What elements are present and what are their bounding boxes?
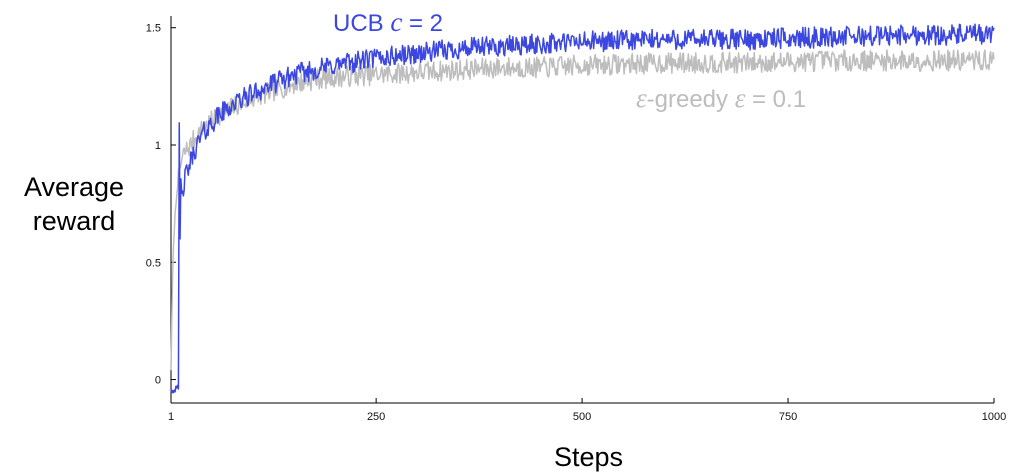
y-tick-label: 0.5 xyxy=(146,257,161,269)
x-tick-label: 1 xyxy=(168,411,174,423)
y-tick-label: 1.5 xyxy=(146,23,161,35)
series-label-epsilon-greedy: ε-greedy ε = 0.1 xyxy=(636,83,806,113)
series-line xyxy=(170,23,995,394)
x-axis-title: Steps xyxy=(554,442,623,472)
y-tick-label: 0 xyxy=(155,375,161,387)
x-tick-label: 250 xyxy=(367,411,385,423)
series-1 xyxy=(170,23,995,394)
labels-group: Steps Average reward ε-greedy ε = 0.1 UCB c … xyxy=(24,7,806,472)
axes: 0 0.5 1 1.5 1 250 500 750 1000 xyxy=(146,16,1006,423)
x-tick-label: 500 xyxy=(573,411,591,423)
series-line xyxy=(170,49,995,371)
series-0 xyxy=(170,49,995,371)
y-axis-title: Average reward xyxy=(24,172,124,236)
y-tick-label: 1 xyxy=(155,140,161,152)
y-axis-title-line: reward xyxy=(33,206,116,236)
series-group xyxy=(170,23,995,394)
series-label-ucb: UCB c = 2 xyxy=(333,7,443,37)
y-axis-title-line: Average xyxy=(24,172,124,202)
x-tick-label: 1000 xyxy=(982,411,1006,423)
x-tick-label: 750 xyxy=(779,411,797,423)
